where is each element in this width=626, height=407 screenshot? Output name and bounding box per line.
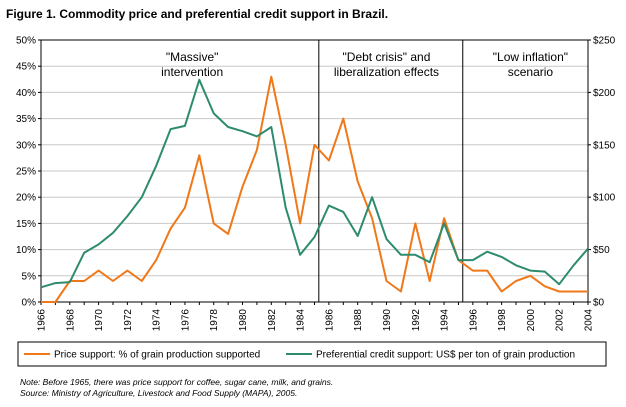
x-tick-label: 2002	[555, 309, 566, 332]
y-left-tick-label: 45%	[16, 62, 36, 73]
y-left-tick-label: 20%	[16, 193, 36, 204]
period-dividers	[318, 40, 464, 302]
x-tick-label: 1998	[497, 309, 508, 332]
x-tick-label: 1972	[123, 309, 134, 332]
legend-label: Price support: % of grain production sup…	[54, 350, 260, 361]
x-tick-label: 1984	[296, 309, 307, 332]
x-tick-label: 1996	[468, 309, 479, 332]
gridlines	[41, 65, 588, 277]
x-tick-label: 1982	[267, 309, 278, 332]
y-left-tick-label: 10%	[16, 245, 36, 256]
x-tick-label: 1968	[65, 309, 76, 332]
tick-labels: 0% 5% 10% 15% 20% 25% 30% 35% 40% 45% 50% $0 $50 $100…	[16, 36, 616, 332]
x-tick-label: 1978	[209, 309, 220, 332]
y-right-tick-label: $150	[593, 140, 616, 151]
period-annotation: "Massive"	[166, 50, 219, 64]
x-tick-label: 2004	[584, 309, 595, 332]
period-annotation: "Debt crisis" and	[343, 50, 431, 64]
y-left-tick-label: 40%	[16, 88, 36, 99]
period-annotation: scenario	[508, 65, 554, 79]
x-tick-label: 1988	[353, 309, 364, 332]
y-left-tick-label: 5%	[22, 271, 37, 282]
y-right-tick-label: $0	[593, 298, 605, 309]
series-lines	[40, 75, 589, 303]
period-annotation: "Low inflation"	[493, 50, 568, 64]
period-annotation: intervention	[161, 65, 223, 79]
period-annotations: "Massive"intervention "Debt crisis" andli…	[161, 50, 568, 79]
price-support-line	[41, 75, 588, 303]
y-right-tick-label: $50	[593, 245, 610, 256]
y-left-tick-label: 30%	[16, 140, 36, 151]
x-tick-label: 1970	[94, 309, 105, 332]
y-left-tick-label: 15%	[16, 219, 36, 230]
figure-title: Figure 1. Commodity price and preferenti…	[6, 7, 389, 21]
x-tick-label: 1986	[324, 309, 335, 332]
y-right-tick-label: $100	[593, 193, 616, 204]
x-tick-label: 2000	[526, 309, 537, 332]
x-tick-label: 1974	[152, 309, 163, 332]
footnotes: Note: Before 1965, there was price suppo…	[20, 377, 333, 399]
x-tick-label: 1990	[382, 309, 393, 332]
y-left-tick-label: 35%	[16, 114, 36, 125]
y-left-tick-label: 50%	[16, 36, 36, 47]
credit-support-line	[40, 78, 589, 289]
y-right-tick-label: $250	[593, 36, 616, 47]
y-left-tick-label: 0%	[22, 298, 37, 309]
legend-label: Preferential credit support: US$ per ton…	[316, 350, 575, 361]
x-tick-label: 1966	[37, 309, 48, 332]
source-line: Source: Ministry of Agriculture, Livesto…	[20, 388, 298, 398]
x-tick-label: 1980	[238, 309, 249, 332]
y-right-tick-label: $200	[593, 88, 616, 99]
y-left-tick-label: 25%	[16, 167, 36, 178]
x-tick-label: 1976	[180, 309, 191, 332]
chart: 0% 5% 10% 15% 20% 25% 30% 35% 40% 45% 50% $0 $50 $100…	[16, 36, 616, 367]
plot-frame	[38, 39, 591, 305]
x-tick-label: 1992	[411, 309, 422, 332]
x-tick-label: 1994	[440, 309, 451, 332]
period-annotation: liberalization effects	[334, 65, 439, 79]
legend: Price support: % of grain production sup…	[17, 341, 607, 367]
note-line: Note: Before 1965, there was price suppo…	[20, 377, 334, 387]
